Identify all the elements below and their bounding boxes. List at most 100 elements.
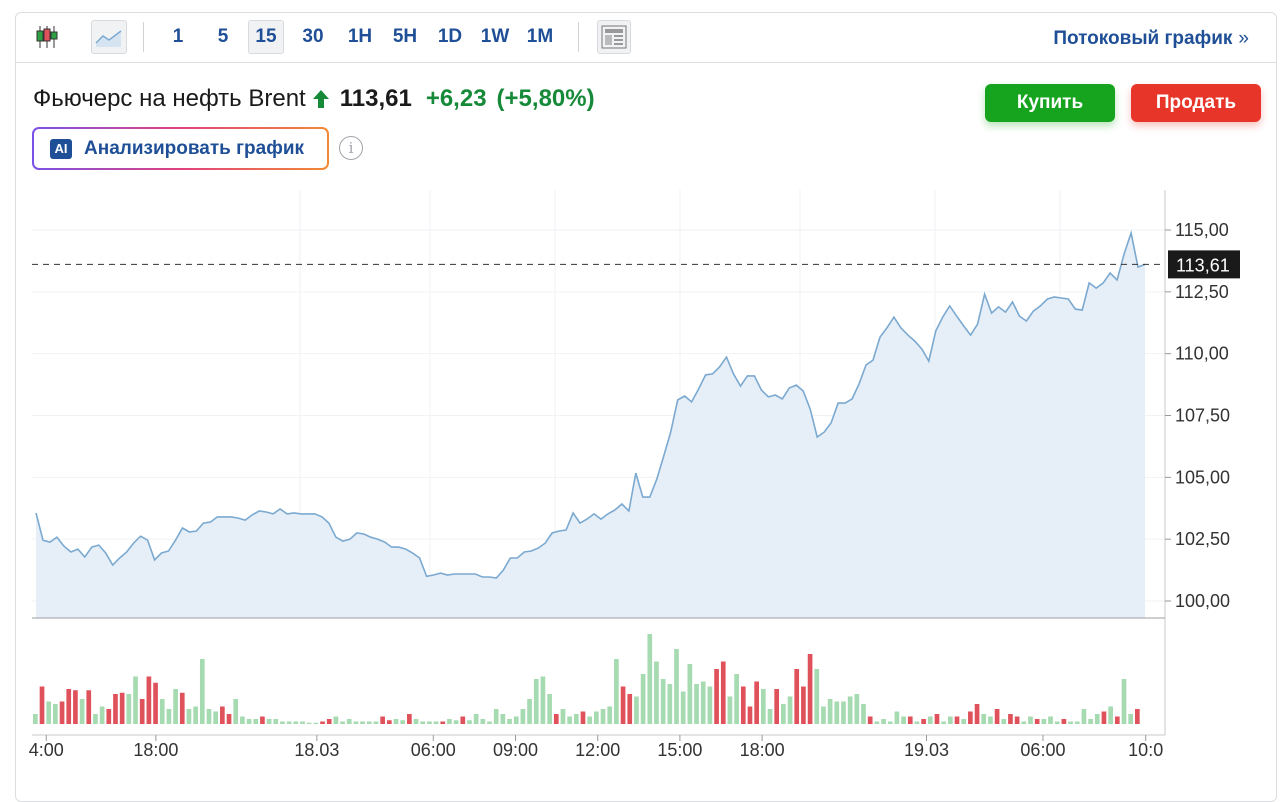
interval-1[interactable]: 1 — [172, 26, 184, 47]
x-tick-label: 06:00 — [1020, 740, 1065, 760]
volume-bar — [700, 681, 706, 724]
volume-bar — [573, 714, 579, 724]
volume-bar — [527, 699, 532, 724]
volume-bar — [927, 716, 933, 724]
volume-bar — [326, 719, 332, 724]
volume-bar — [407, 714, 412, 724]
volume-bar — [1014, 716, 1020, 724]
volume-bar — [754, 681, 759, 724]
volume-bar — [1028, 716, 1033, 724]
volume-bar — [233, 699, 239, 724]
y-tick-label: 115,00 — [1175, 220, 1229, 240]
volume-bar — [867, 716, 873, 724]
volume-bar — [507, 719, 512, 724]
volume-bar — [907, 716, 913, 724]
volume-bar — [173, 689, 178, 724]
volume-bar — [427, 721, 432, 724]
x-tick-label: 4:00 — [29, 740, 64, 760]
volume-bar — [1034, 719, 1040, 724]
volume-bar — [119, 692, 125, 724]
volume-bar — [113, 694, 118, 724]
price-change-percent: (+5,80%) — [496, 85, 595, 112]
volume-bar — [260, 716, 265, 724]
volume-bar — [954, 716, 960, 724]
volume-bar — [941, 721, 946, 724]
volume-bar — [1008, 714, 1013, 724]
volume-bar — [106, 709, 112, 724]
volume-bar — [841, 701, 846, 724]
volume-bar — [580, 711, 586, 724]
sell-button[interactable]: Продать — [1131, 84, 1261, 122]
interval-30[interactable]: 30 — [302, 26, 324, 47]
interval-5[interactable]: 5 — [217, 26, 229, 47]
volume-bar — [179, 692, 185, 724]
volume-bar — [1061, 719, 1067, 724]
volume-bar — [480, 719, 486, 724]
volume-bar — [220, 706, 225, 724]
interval-1W[interactable]: 1W — [480, 26, 510, 47]
volume-bar — [720, 661, 726, 724]
volume-bar — [1021, 721, 1027, 724]
volume-bar — [654, 661, 659, 724]
y-tick-label: 102,50 — [1175, 529, 1230, 549]
volume-bar — [547, 694, 552, 724]
volume-bar — [66, 689, 72, 724]
interval-15[interactable]: 15 — [248, 20, 284, 54]
volume-bar — [553, 714, 559, 724]
x-tick-label: 15:00 — [657, 740, 702, 760]
volume-bar — [340, 721, 345, 724]
volume-bar — [607, 706, 613, 724]
instrument-name: Фьючерс на нефть Brent — [33, 85, 306, 112]
volume-bar — [854, 694, 860, 724]
x-tick-label: 19.03 — [904, 740, 949, 760]
divider — [578, 22, 579, 52]
x-tick-label: 09:00 — [493, 740, 538, 760]
volume-bar — [213, 711, 219, 724]
volume-bar — [767, 709, 773, 724]
interval-1D[interactable]: 1D — [437, 26, 463, 47]
interval-1H[interactable]: 1H — [347, 26, 373, 47]
candlestick-chart-icon[interactable] — [29, 20, 65, 54]
volume-bar — [934, 714, 940, 724]
volume-bar — [887, 721, 893, 724]
news-layout-icon[interactable] — [597, 20, 631, 54]
volume-bar — [266, 719, 272, 724]
volume-bar — [320, 721, 325, 724]
volume-bar — [801, 686, 806, 724]
volume-bar — [139, 699, 145, 724]
volume-bar — [1121, 679, 1127, 724]
interval-1M[interactable]: 1M — [526, 26, 554, 47]
volume-bar — [513, 716, 519, 724]
volume-bar — [794, 669, 800, 724]
y-tick-label: 100,00 — [1175, 591, 1230, 611]
volume-bar — [1108, 706, 1113, 724]
volume-bar — [1048, 716, 1053, 724]
volume-bar — [594, 711, 599, 724]
volume-bar — [533, 679, 539, 724]
ai-icon: AI — [50, 138, 72, 159]
streaming-chart-link[interactable]: Потоковый график» — [1053, 28, 1249, 50]
volume-bar — [193, 706, 198, 724]
info-icon[interactable]: i — [339, 136, 363, 160]
last-price: 113,61 — [339, 85, 412, 112]
area-chart-icon[interactable] — [91, 20, 127, 54]
volume-bar — [487, 721, 492, 724]
volume-bar — [894, 711, 900, 724]
volume-bar — [567, 716, 572, 724]
volume-bar — [360, 721, 365, 724]
volume-bar — [93, 714, 98, 724]
interval-5H[interactable]: 5H — [392, 26, 418, 47]
volume-bar — [373, 721, 379, 724]
volume-bar — [500, 714, 506, 724]
volume-bar — [634, 696, 639, 724]
buy-button[interactable]: Купить — [985, 84, 1115, 122]
volume-bar — [246, 719, 252, 724]
volume-bar — [540, 676, 546, 724]
volume-bar — [921, 719, 926, 724]
analyze-chart-button[interactable]: AI Анализировать график — [32, 127, 329, 170]
volume-bar — [614, 659, 619, 724]
volume-bar — [1114, 716, 1120, 724]
volume-bar — [827, 699, 833, 724]
volume-bar — [974, 704, 980, 724]
